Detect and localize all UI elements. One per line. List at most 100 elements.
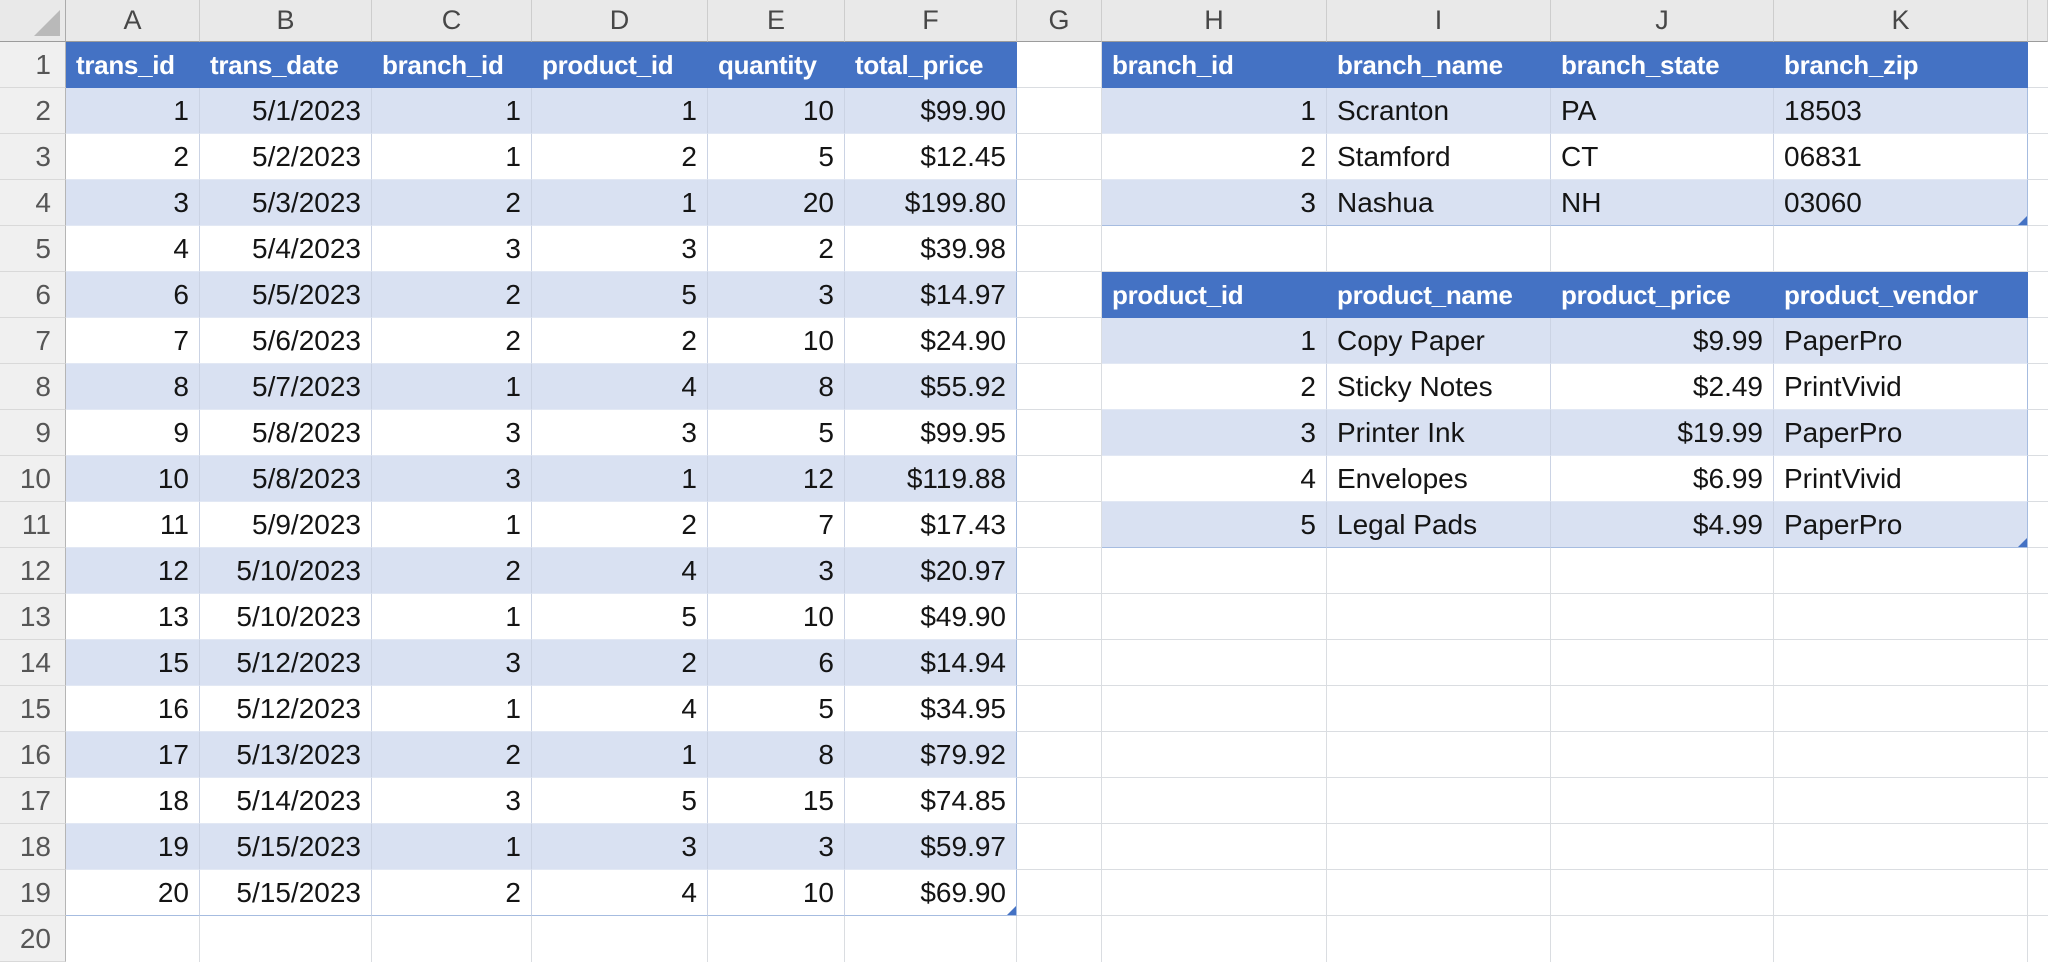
table-cell-products[interactable]: 2 [1102,364,1327,410]
table-cell-transactions[interactable]: 1 [372,594,532,640]
table-cell-transactions[interactable]: 3 [532,410,708,456]
header-cell-branch_id[interactable]: branch_id [1102,42,1327,88]
table-cell-branches[interactable]: Nashua [1327,180,1551,226]
table-cell-products[interactable]: $4.99 [1551,502,1774,548]
row-header-5[interactable]: 5 [0,226,66,272]
table-cell-transactions[interactable]: 3 [708,548,845,594]
column-header-j[interactable]: J [1551,0,1774,42]
table-cell-transactions[interactable]: 2 [372,180,532,226]
row-header-7[interactable]: 7 [0,318,66,364]
table-cell-transactions[interactable]: $69.90 [845,870,1017,916]
table-cell-transactions[interactable]: 12 [66,548,200,594]
table-cell-branches[interactable]: PA [1551,88,1774,134]
table-cell-transactions[interactable]: 16 [66,686,200,732]
table-cell-transactions[interactable]: $17.43 [845,502,1017,548]
table-cell-transactions[interactable]: 6 [66,272,200,318]
table-cell-transactions[interactable]: 1 [532,456,708,502]
table-cell-transactions[interactable]: 5/15/2023 [200,870,372,916]
table-cell-transactions[interactable]: 20 [708,180,845,226]
table-cell-branches[interactable]: 3 [1102,180,1327,226]
table-cell-transactions[interactable]: 5 [532,778,708,824]
table-cell-transactions[interactable]: 1 [66,88,200,134]
table-cell-transactions[interactable]: $74.85 [845,778,1017,824]
column-header-f[interactable]: F [845,0,1017,42]
table-cell-transactions[interactable]: 5/1/2023 [200,88,372,134]
table-cell-transactions[interactable]: 4 [532,548,708,594]
table-cell-transactions[interactable]: 2 [372,318,532,364]
table-cell-products[interactable]: $19.99 [1551,410,1774,456]
table-cell-transactions[interactable]: 5 [532,594,708,640]
table-cell-transactions[interactable]: 1 [372,502,532,548]
table-cell-transactions[interactable]: 2 [372,548,532,594]
row-header-6[interactable]: 6 [0,272,66,318]
table-cell-products[interactable]: 5 [1102,502,1327,548]
table-cell-transactions[interactable]: 5/12/2023 [200,640,372,686]
row-header-3[interactable]: 3 [0,134,66,180]
table-cell-transactions[interactable]: 4 [532,686,708,732]
table-cell-products[interactable]: PaperPro [1774,318,2028,364]
table-cell-products[interactable]: PaperPro [1774,502,2028,548]
table-cell-transactions[interactable]: 2 [372,272,532,318]
table-cell-transactions[interactable]: 3 [372,778,532,824]
table-cell-transactions[interactable]: $49.90 [845,594,1017,640]
table-cell-transactions[interactable]: $39.98 [845,226,1017,272]
row-header-16[interactable]: 16 [0,732,66,778]
table-cell-transactions[interactable]: $12.45 [845,134,1017,180]
column-header-h[interactable]: H [1102,0,1327,42]
table-cell-transactions[interactable]: 5 [708,410,845,456]
row-header-12[interactable]: 12 [0,548,66,594]
header-cell-total_price[interactable]: total_price [845,42,1017,88]
table-cell-branches[interactable]: Scranton [1327,88,1551,134]
table-cell-transactions[interactable]: 5/3/2023 [200,180,372,226]
table-cell-products[interactable]: Copy Paper [1327,318,1551,364]
table-resize-handle-products[interactable] [2018,538,2027,547]
table-cell-transactions[interactable]: 5/6/2023 [200,318,372,364]
table-cell-products[interactable]: PaperPro [1774,410,2028,456]
header-cell-branch_id[interactable]: branch_id [372,42,532,88]
row-header-17[interactable]: 17 [0,778,66,824]
table-cell-transactions[interactable]: 3 [708,272,845,318]
table-cell-transactions[interactable]: $79.92 [845,732,1017,778]
table-cell-transactions[interactable]: 5 [708,134,845,180]
header-cell-branch_state[interactable]: branch_state [1551,42,1774,88]
table-resize-handle-transactions[interactable] [1007,906,1016,915]
table-cell-branches[interactable]: 06831 [1774,134,2028,180]
column-header-i[interactable]: I [1327,0,1551,42]
table-cell-transactions[interactable]: 18 [66,778,200,824]
table-cell-transactions[interactable]: 2 [66,134,200,180]
column-header-a[interactable]: A [66,0,200,42]
table-cell-branches[interactable]: CT [1551,134,1774,180]
table-cell-transactions[interactable]: 8 [708,364,845,410]
table-cell-transactions[interactable]: 5/15/2023 [200,824,372,870]
table-cell-transactions[interactable]: 10 [708,870,845,916]
table-cell-transactions[interactable]: $14.97 [845,272,1017,318]
table-cell-transactions[interactable]: $199.80 [845,180,1017,226]
table-cell-transactions[interactable]: 11 [66,502,200,548]
table-cell-products[interactable]: $6.99 [1551,456,1774,502]
table-cell-transactions[interactable]: 6 [708,640,845,686]
table-cell-transactions[interactable]: 1 [372,88,532,134]
column-header-e[interactable]: E [708,0,845,42]
table-cell-transactions[interactable]: 1 [372,134,532,180]
table-cell-transactions[interactable]: 3 [372,456,532,502]
table-cell-products[interactable]: Legal Pads [1327,502,1551,548]
table-cell-products[interactable]: PrintVivid [1774,456,2028,502]
table-cell-transactions[interactable]: 5/13/2023 [200,732,372,778]
table-cell-transactions[interactable]: $24.90 [845,318,1017,364]
row-header-8[interactable]: 8 [0,364,66,410]
table-cell-transactions[interactable]: 17 [66,732,200,778]
table-cell-products[interactable]: 1 [1102,318,1327,364]
table-cell-transactions[interactable]: 2 [532,318,708,364]
table-cell-transactions[interactable]: 5/12/2023 [200,686,372,732]
table-cell-transactions[interactable]: 5 [708,686,845,732]
table-cell-products[interactable]: Printer Ink [1327,410,1551,456]
row-header-4[interactable]: 4 [0,180,66,226]
table-cell-transactions[interactable]: 3 [372,226,532,272]
table-cell-transactions[interactable]: 5/7/2023 [200,364,372,410]
table-cell-transactions[interactable]: $59.97 [845,824,1017,870]
table-cell-transactions[interactable]: 15 [708,778,845,824]
table-cell-transactions[interactable]: 3 [372,640,532,686]
table-cell-transactions[interactable]: 15 [66,640,200,686]
column-header-partial[interactable] [2028,0,2048,42]
table-cell-transactions[interactable]: $55.92 [845,364,1017,410]
